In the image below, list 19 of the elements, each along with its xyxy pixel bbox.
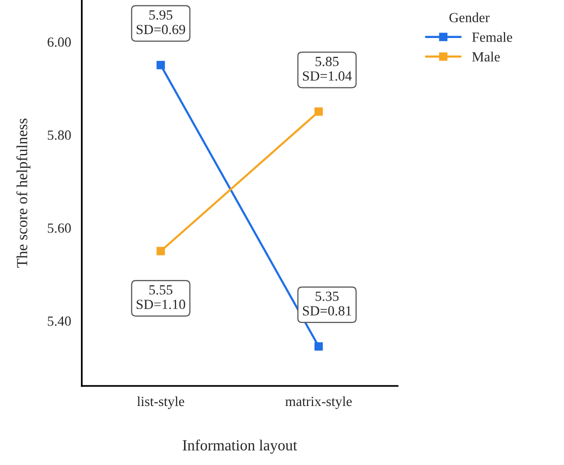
point (314, 107, 323, 116)
legend-label: Female (472, 32, 512, 42)
y-tick-label: 5.60 (48, 223, 71, 233)
y-tick-label: 6.00 (48, 37, 71, 47)
point (314, 342, 323, 351)
x-tick-label: list-style (137, 396, 184, 409)
annotation: 5.35 SD=0.81 (302, 292, 352, 316)
point (156, 60, 165, 70)
y-axis-title: The score of helpfulness (16, 118, 30, 268)
legend-label: Male (472, 52, 500, 62)
legend-title: Gender (449, 12, 490, 22)
annotation: 5.95 SD=0.69 (136, 10, 186, 34)
y-tick-label: 5.80 (48, 130, 71, 140)
x-tick-label: matrix-style (285, 396, 352, 409)
annotation: 5.85 SD=1.04 (302, 56, 352, 81)
annotation: 5.55 SD=1.10 (136, 285, 186, 310)
y-tick-label: 5.40 (48, 316, 71, 326)
x-axis-title: Information layout (182, 440, 298, 454)
point (156, 246, 165, 256)
